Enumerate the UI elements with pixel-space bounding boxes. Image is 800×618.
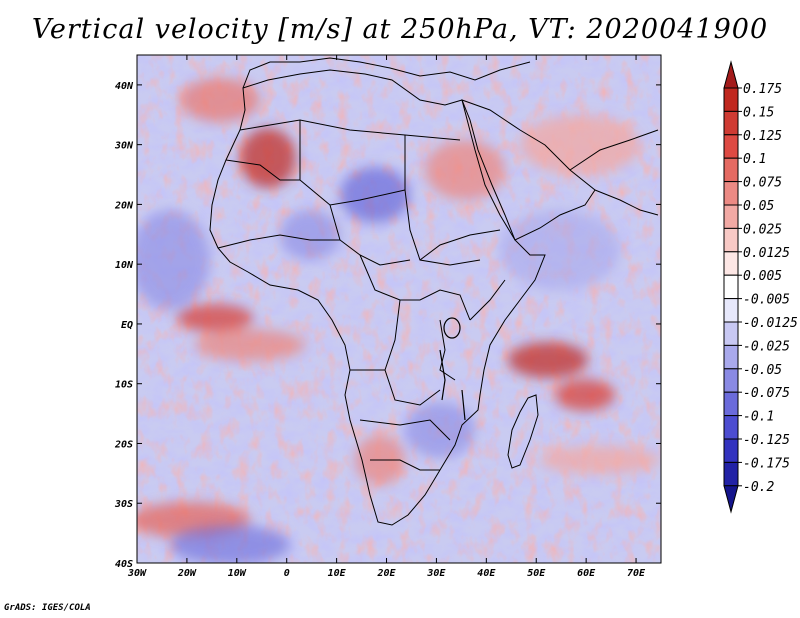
- x-tick-label: 10E: [328, 568, 347, 579]
- x-tick-label: 40E: [477, 568, 496, 579]
- colorbar-label: -0.2: [743, 480, 774, 495]
- colorbar-arrow-bottom: [723, 485, 739, 514]
- colorbar-label: 0.025: [743, 222, 782, 237]
- y-tick-label: 30N: [114, 141, 134, 152]
- colorbar-label: -0.025: [743, 339, 790, 354]
- colorbar-swatch: [723, 110, 739, 136]
- colorbar-swatch: [723, 134, 739, 159]
- colorbar-swatch: [723, 461, 739, 487]
- colorbar-swatch: [723, 157, 739, 183]
- x-tick-label: 50E: [527, 568, 546, 579]
- y-tick-label: EQ: [121, 320, 133, 331]
- colorbar-label: 0.1: [743, 152, 766, 167]
- colorbar-label: -0.0125: [743, 316, 798, 331]
- colorbar-label: 0.05: [743, 199, 774, 214]
- colorbar-swatch: [723, 368, 739, 393]
- x-tick-label: 30W: [127, 568, 147, 579]
- colorbar-label: -0.005: [743, 293, 790, 308]
- y-tick-label: 10N: [115, 260, 134, 271]
- colorbar-label: -0.1: [743, 410, 774, 425]
- colorbar-swatch: [723, 438, 739, 463]
- colorbar-label: 0.0125: [743, 246, 790, 261]
- x-tick-label: 20E: [376, 568, 396, 579]
- colorbar-label: 0.005: [743, 269, 782, 284]
- colorbar-label: -0.075: [743, 386, 790, 401]
- x-tick-label: 20W: [177, 568, 197, 579]
- y-tick-label: 20N: [114, 200, 134, 211]
- colorbar-swatch: [723, 227, 739, 253]
- y-tick-label: 10S: [115, 380, 133, 391]
- plot-frame: [136, 54, 662, 564]
- colorbar-arrow-top: [723, 60, 739, 89]
- colorbar-swatch: [723, 251, 739, 276]
- colorbar-swatch: [723, 391, 739, 417]
- colorbar-swatch: [723, 181, 739, 206]
- y-tick-label: 40N: [115, 81, 134, 92]
- colorbar-label: 0.15: [743, 105, 774, 120]
- colorbar-swatch: [723, 204, 739, 229]
- y-tick-label: 40S: [115, 559, 133, 570]
- colorbar-label: 0.125: [743, 129, 782, 144]
- colorbar-swatch: [723, 344, 739, 370]
- axes: 30W 20W 10W 0 10E 20E 30E 40E 50E 60E 70E 40N 30N 20N…: [114, 55, 661, 579]
- colorbar-label: 0.075: [743, 176, 782, 191]
- colorbar-swatch: [723, 274, 739, 300]
- colorbar-swatch: [723, 87, 739, 112]
- chart-title: Vertical velocity [m/s] at 250hPa, VT: 2…: [31, 14, 769, 45]
- coastlines: [209, 57, 659, 526]
- colorbar-swatch: [723, 415, 739, 440]
- y-tick-label: 30S: [114, 499, 133, 510]
- colorbar-swatch: [723, 298, 739, 323]
- x-tick-label: 10W: [228, 568, 247, 579]
- velocity-field: [137, 55, 661, 563]
- colorbar-swatch: [723, 321, 739, 346]
- colorbar: 0.175 0.15 0.125 0.1 0.075 0.05 0.025 0.0125 0.0…: [723, 60, 798, 514]
- colorbar-label: -0.175: [743, 456, 790, 471]
- colorbar-label: -0.125: [743, 433, 790, 448]
- colorbar-label: 0.175: [743, 82, 782, 97]
- x-tick-label: 70E: [627, 568, 646, 579]
- x-tick-label: 60E: [577, 568, 596, 579]
- colorbar-label: -0.05: [743, 363, 782, 378]
- x-tick-label: 30E: [426, 568, 446, 579]
- x-tick-label: 0: [284, 568, 290, 579]
- grads-credit: GrADS: IGES/COLA: [4, 603, 91, 613]
- y-tick-label: 20S: [114, 439, 133, 450]
